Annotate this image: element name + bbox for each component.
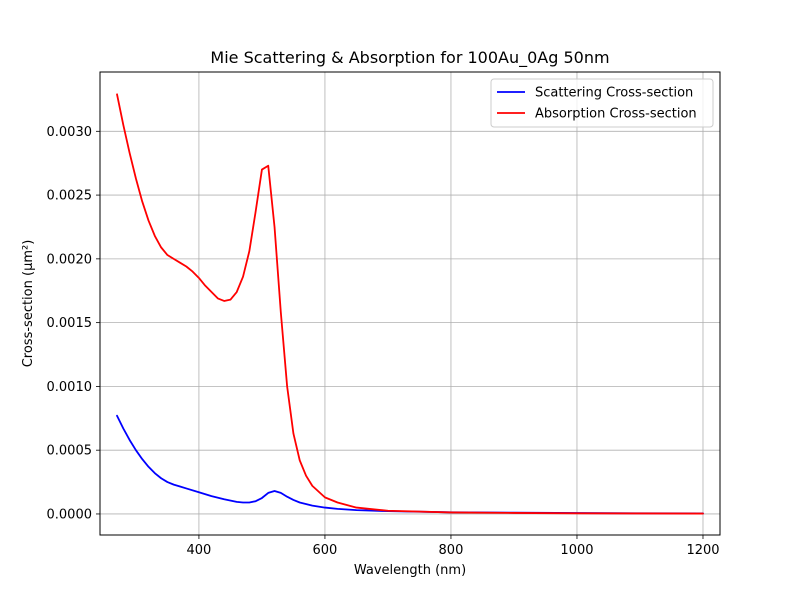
x-tick-label: 800 — [439, 543, 464, 558]
y-tick-label: 0.0000 — [47, 507, 93, 522]
y-tick-label: 0.0015 — [47, 316, 93, 331]
y-tick-label: 0.0005 — [47, 444, 93, 459]
grid — [100, 72, 720, 535]
y-tick-label: 0.0010 — [47, 380, 93, 395]
ticks: 400 600 800 1000 1200 0.0000 0.0005 0.0010 0.001… — [47, 125, 720, 558]
legend-label: Absorption Cross-section — [535, 107, 697, 122]
chart-title: Mie Scattering & Absorption for 100Au_0A… — [210, 48, 609, 68]
scattering-series-line — [116, 414, 704, 515]
x-tick-label: 1200 — [686, 543, 719, 558]
series-layer — [116, 93, 704, 515]
legend-box — [490, 78, 714, 128]
x-axis-title: Wavelength (nm) — [354, 563, 466, 578]
y-tick-label: 0.0025 — [47, 189, 93, 204]
x-tick-label: 600 — [313, 543, 338, 558]
y-tick-label: 0.0020 — [47, 252, 93, 267]
x-tick-label: 1000 — [560, 543, 593, 558]
legend: Scattering Cross-section Absorption Cross… — [490, 78, 714, 128]
axes-frame — [99, 71, 721, 536]
y-tick-label: 0.0030 — [47, 125, 93, 140]
absorption-series-line — [116, 93, 704, 515]
y-axis-title: Cross-section (µm²) — [21, 240, 36, 368]
legend-label: Scattering Cross-section — [535, 86, 693, 101]
x-tick-label: 400 — [187, 543, 212, 558]
